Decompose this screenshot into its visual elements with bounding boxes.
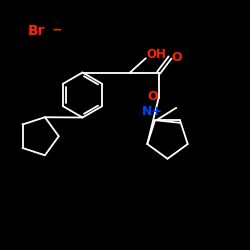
Text: N+: N+ — [142, 105, 163, 118]
Text: −: − — [52, 23, 62, 36]
Text: Br: Br — [28, 24, 45, 38]
Text: O: O — [148, 90, 158, 103]
Text: OH: OH — [146, 48, 166, 62]
Text: O: O — [172, 51, 182, 64]
